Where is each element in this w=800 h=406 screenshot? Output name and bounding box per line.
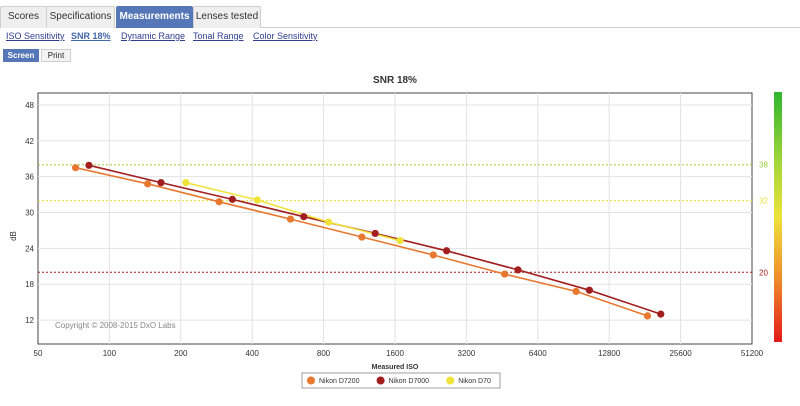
data-point bbox=[657, 310, 665, 318]
data-point bbox=[396, 237, 404, 245]
chart-title: SNR 18% bbox=[373, 75, 417, 86]
data-point bbox=[157, 179, 165, 187]
subnav-color-sensitivity[interactable]: Color Sensitivity bbox=[253, 31, 318, 41]
x-axis-label: Measured ISO bbox=[372, 364, 419, 371]
y-tick-label: 18 bbox=[25, 280, 34, 289]
data-point bbox=[215, 198, 223, 206]
tab-measurements[interactable]: Measurements bbox=[116, 6, 193, 28]
y-tick-label: 12 bbox=[25, 316, 34, 325]
subnav-dynamic-range[interactable]: Dynamic Range bbox=[121, 31, 186, 41]
y-tick-label: 30 bbox=[25, 209, 34, 218]
y-tick-labels: 12 18 24 30 36 42 48 bbox=[25, 101, 34, 325]
x-tick-label: 3200 bbox=[458, 349, 476, 358]
x-tick-label: 200 bbox=[174, 349, 188, 358]
reference-line-label: 32 bbox=[759, 197, 768, 206]
x-tick-label: 6400 bbox=[529, 349, 547, 358]
reference-line-label: 38 bbox=[759, 161, 768, 170]
x-tick-label: 25600 bbox=[669, 349, 692, 358]
data-point bbox=[325, 218, 333, 226]
data-point bbox=[501, 270, 509, 278]
x-tick-label: 50 bbox=[34, 349, 43, 358]
data-point bbox=[182, 179, 190, 187]
data-point bbox=[85, 161, 93, 169]
x-tick-label: 800 bbox=[317, 349, 331, 358]
subnav-iso-sensitivity[interactable]: ISO Sensitivity bbox=[6, 31, 65, 41]
data-point bbox=[300, 213, 308, 221]
y-tick-label: 36 bbox=[25, 173, 34, 182]
data-point bbox=[585, 286, 593, 294]
data-point bbox=[253, 196, 261, 204]
data-point bbox=[514, 266, 522, 274]
main-tabs: Scores Specifications Measurements Lense… bbox=[0, 0, 800, 28]
tab-specifications[interactable]: Specifications bbox=[46, 6, 115, 28]
chart-legend: Nikon D7200 Nikon D7000 Nikon D70 bbox=[301, 372, 501, 389]
data-point bbox=[228, 195, 236, 203]
legend-label: Nikon D70 bbox=[458, 378, 491, 385]
series-points bbox=[71, 161, 665, 320]
data-point bbox=[643, 312, 652, 320]
y-tick-label: 24 bbox=[25, 244, 34, 253]
x-gridlines bbox=[108, 93, 682, 344]
y-tick-label: 48 bbox=[25, 101, 34, 110]
data-point bbox=[358, 233, 366, 241]
legend-marker bbox=[376, 376, 385, 385]
reference-line-label: 20 bbox=[759, 268, 768, 277]
reference-lines: 38 32 20 bbox=[38, 161, 768, 277]
print-mode-button[interactable]: Print bbox=[41, 49, 71, 62]
legend-marker bbox=[307, 376, 315, 385]
x-tick-labels: 50 100 200 400 800 1600 3200 6400 12800 25600 5120… bbox=[34, 349, 764, 358]
data-point bbox=[429, 251, 437, 259]
subnav-snr-18[interactable]: SNR 18% bbox=[71, 31, 111, 41]
x-tick-label: 400 bbox=[246, 349, 260, 358]
x-tick-label: 12800 bbox=[598, 349, 621, 358]
screen-mode-button[interactable]: Screen bbox=[3, 49, 39, 62]
color-scale-bar bbox=[774, 92, 782, 342]
legend-label: Nikon D7000 bbox=[389, 378, 430, 385]
x-tick-label: 100 bbox=[103, 349, 117, 358]
y-axis-label: dB bbox=[9, 231, 18, 241]
tab-lenses-tested[interactable]: Lenses tested bbox=[193, 6, 261, 28]
data-point bbox=[371, 229, 379, 238]
data-point bbox=[144, 180, 152, 188]
copyright-text: Copyright © 2008-2015 DxO Labs bbox=[55, 321, 176, 330]
data-point bbox=[286, 215, 295, 223]
subnav-tonal-range[interactable]: Tonal Range bbox=[193, 31, 244, 41]
x-tick-label: 51200 bbox=[741, 349, 764, 358]
data-point bbox=[442, 247, 451, 255]
legend-label: Nikon D7200 bbox=[319, 378, 360, 385]
series-line bbox=[185, 181, 401, 242]
x-tick-label: 1600 bbox=[386, 349, 404, 358]
y-tick-label: 42 bbox=[25, 137, 34, 146]
legend-marker bbox=[446, 376, 455, 385]
data-point bbox=[572, 287, 580, 296]
data-point bbox=[71, 164, 80, 172]
